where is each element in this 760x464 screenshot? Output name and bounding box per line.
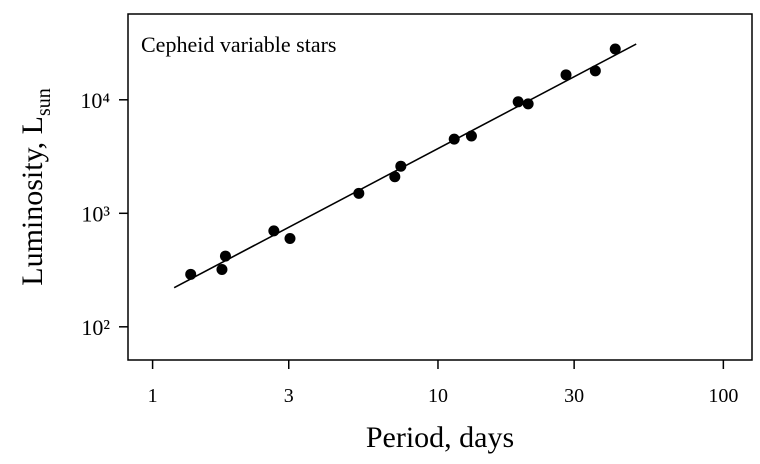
y-axis-label-subscript: sun xyxy=(33,88,55,116)
data-point xyxy=(522,98,534,110)
annotation: Cepheid variable stars xyxy=(141,32,337,57)
y-tick-label: 10³ xyxy=(81,201,110,226)
x-tick-label: 1 xyxy=(148,385,158,407)
data-point xyxy=(560,69,572,81)
x-tick-label: 30 xyxy=(564,385,584,407)
x-tick-label: 10 xyxy=(428,385,448,407)
y-tick-label: 10² xyxy=(81,315,110,340)
y-tick-label: 10⁴ xyxy=(80,88,110,113)
fit-line xyxy=(173,43,637,289)
data-point xyxy=(609,43,621,55)
data-point xyxy=(589,65,601,77)
x-tick-label: 3 xyxy=(284,385,294,407)
data-point xyxy=(284,232,296,244)
x-axis-label: Period, days xyxy=(366,421,514,454)
y-axis-label-text: Luminosity, L xyxy=(16,116,49,286)
x-tick-label: 100 xyxy=(708,385,738,407)
data-point xyxy=(216,263,228,275)
plot-frame xyxy=(127,13,753,361)
y-axis-label: Luminosity, Lsun xyxy=(16,88,55,286)
data-point xyxy=(353,187,365,199)
data-point xyxy=(389,171,401,183)
